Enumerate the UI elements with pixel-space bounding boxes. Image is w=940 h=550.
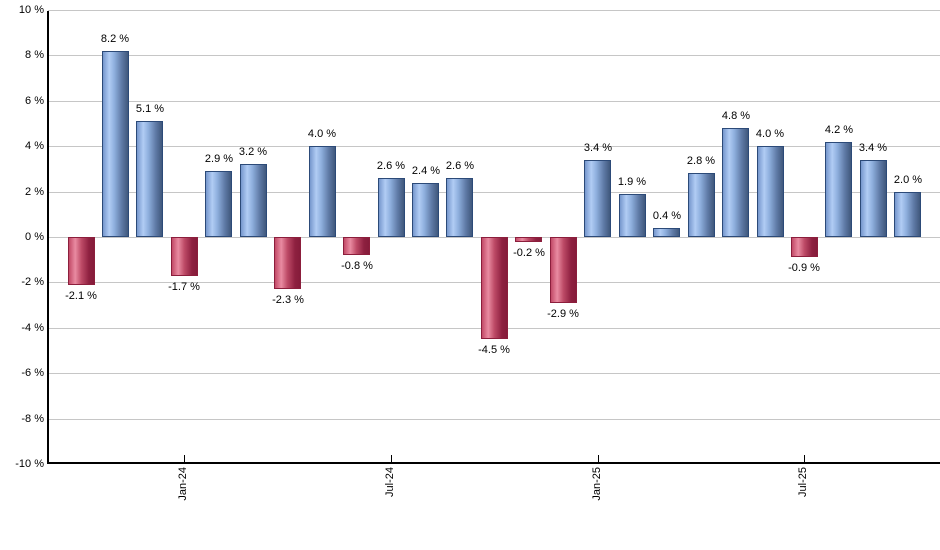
bar-value-label: -2.9 % <box>547 308 579 320</box>
y-axis-label: -6 % <box>21 367 44 379</box>
gridline--8pct <box>48 419 940 420</box>
bar-value-label: 4.0 % <box>755 128 785 140</box>
bar-Dec-24 <box>550 237 577 303</box>
bar-May-24 <box>309 146 336 237</box>
bar-Jul-24 <box>378 178 405 237</box>
bar-value-label: 8.2 % <box>100 33 130 45</box>
bar-value-label: 2.4 % <box>411 165 441 177</box>
bar-value-label: 2.6 % <box>445 160 475 172</box>
gridline-10pct <box>48 10 940 11</box>
bar-Feb-24 <box>205 171 232 237</box>
y-axis-label: 8 % <box>25 49 44 61</box>
bar-value-label: -0.2 % <box>513 247 545 259</box>
bar-Aug-24 <box>412 183 439 237</box>
x-axis-label: Jan-24 <box>177 467 189 501</box>
bar-May-25 <box>722 128 749 237</box>
bar-value-label: -0.8 % <box>341 260 373 272</box>
x-axis-tick <box>391 455 392 463</box>
x-axis-tick <box>804 455 805 463</box>
x-axis-tick <box>598 455 599 463</box>
bar-value-label: 0.4 % <box>652 210 682 222</box>
y-axis-label: 6 % <box>25 95 44 107</box>
bar-value-label: 2.8 % <box>686 155 716 167</box>
bar-Jan-24 <box>171 237 198 276</box>
bar-Jul-25 <box>791 237 818 257</box>
gridline-2pct <box>48 192 940 193</box>
gridline-4pct <box>48 146 940 147</box>
bar-Oct-25 <box>894 192 921 237</box>
bar-value-label: 1.9 % <box>617 176 647 188</box>
bar-Jun-25 <box>757 146 784 237</box>
bar-Aug-25 <box>825 142 852 237</box>
x-axis-label: Jul-24 <box>384 467 396 497</box>
gridline-8pct <box>48 55 940 56</box>
bar-Jan-25 <box>584 160 611 237</box>
y-axis-line <box>47 11 49 464</box>
x-axis-label: Jan-25 <box>591 467 603 501</box>
bar-Nov-24 <box>515 237 542 242</box>
x-axis-tick <box>184 455 185 463</box>
bar-Oct-23 <box>68 237 95 285</box>
bar-value-label: -0.9 % <box>788 262 820 274</box>
bar-value-label: 2.6 % <box>376 160 406 172</box>
y-axis-label: 10 % <box>18 4 44 16</box>
y-axis-label: 2 % <box>25 186 44 198</box>
bar-Feb-25 <box>619 194 646 237</box>
bar-Apr-25 <box>688 173 715 237</box>
y-axis-label: 4 % <box>25 140 44 152</box>
x-axis-label: Jul-25 <box>797 467 809 497</box>
bar-Sep-24 <box>446 178 473 237</box>
bar-value-label: 3.4 % <box>583 142 613 154</box>
bar-value-label: -4.5 % <box>478 344 510 356</box>
y-axis-label: -2 % <box>21 276 44 288</box>
bar-Mar-24 <box>240 164 267 237</box>
bar-Oct-24 <box>481 237 508 339</box>
bar-Sep-25 <box>860 160 887 237</box>
gridline-6pct <box>48 101 940 102</box>
bar-Apr-24 <box>274 237 301 289</box>
y-axis-label: -8 % <box>21 413 44 425</box>
bar-value-label: 4.0 % <box>307 128 337 140</box>
x-axis-line <box>47 462 940 464</box>
gridline--6pct <box>48 373 940 374</box>
bar-value-label: 5.1 % <box>135 103 165 115</box>
bar-Nov-23 <box>102 51 129 237</box>
bar-Jun-24 <box>343 237 370 255</box>
bar-value-label: 3.2 % <box>238 146 268 158</box>
bar-value-label: 4.8 % <box>721 110 751 122</box>
bar-Dec-23 <box>136 121 163 237</box>
y-axis-label: 0 % <box>25 231 44 243</box>
y-axis-label: -4 % <box>21 322 44 334</box>
bar-Mar-25 <box>653 228 680 237</box>
bar-value-label: -1.7 % <box>168 281 200 293</box>
y-axis-label: -10 % <box>15 458 44 470</box>
bar-value-label: -2.3 % <box>272 294 304 306</box>
bar-value-label: 2.0 % <box>893 174 923 186</box>
bar-value-label: 2.9 % <box>204 153 234 165</box>
bar-value-label: 3.4 % <box>858 142 888 154</box>
bar-value-label: -2.1 % <box>65 290 97 302</box>
bar-value-label: 4.2 % <box>824 124 854 136</box>
